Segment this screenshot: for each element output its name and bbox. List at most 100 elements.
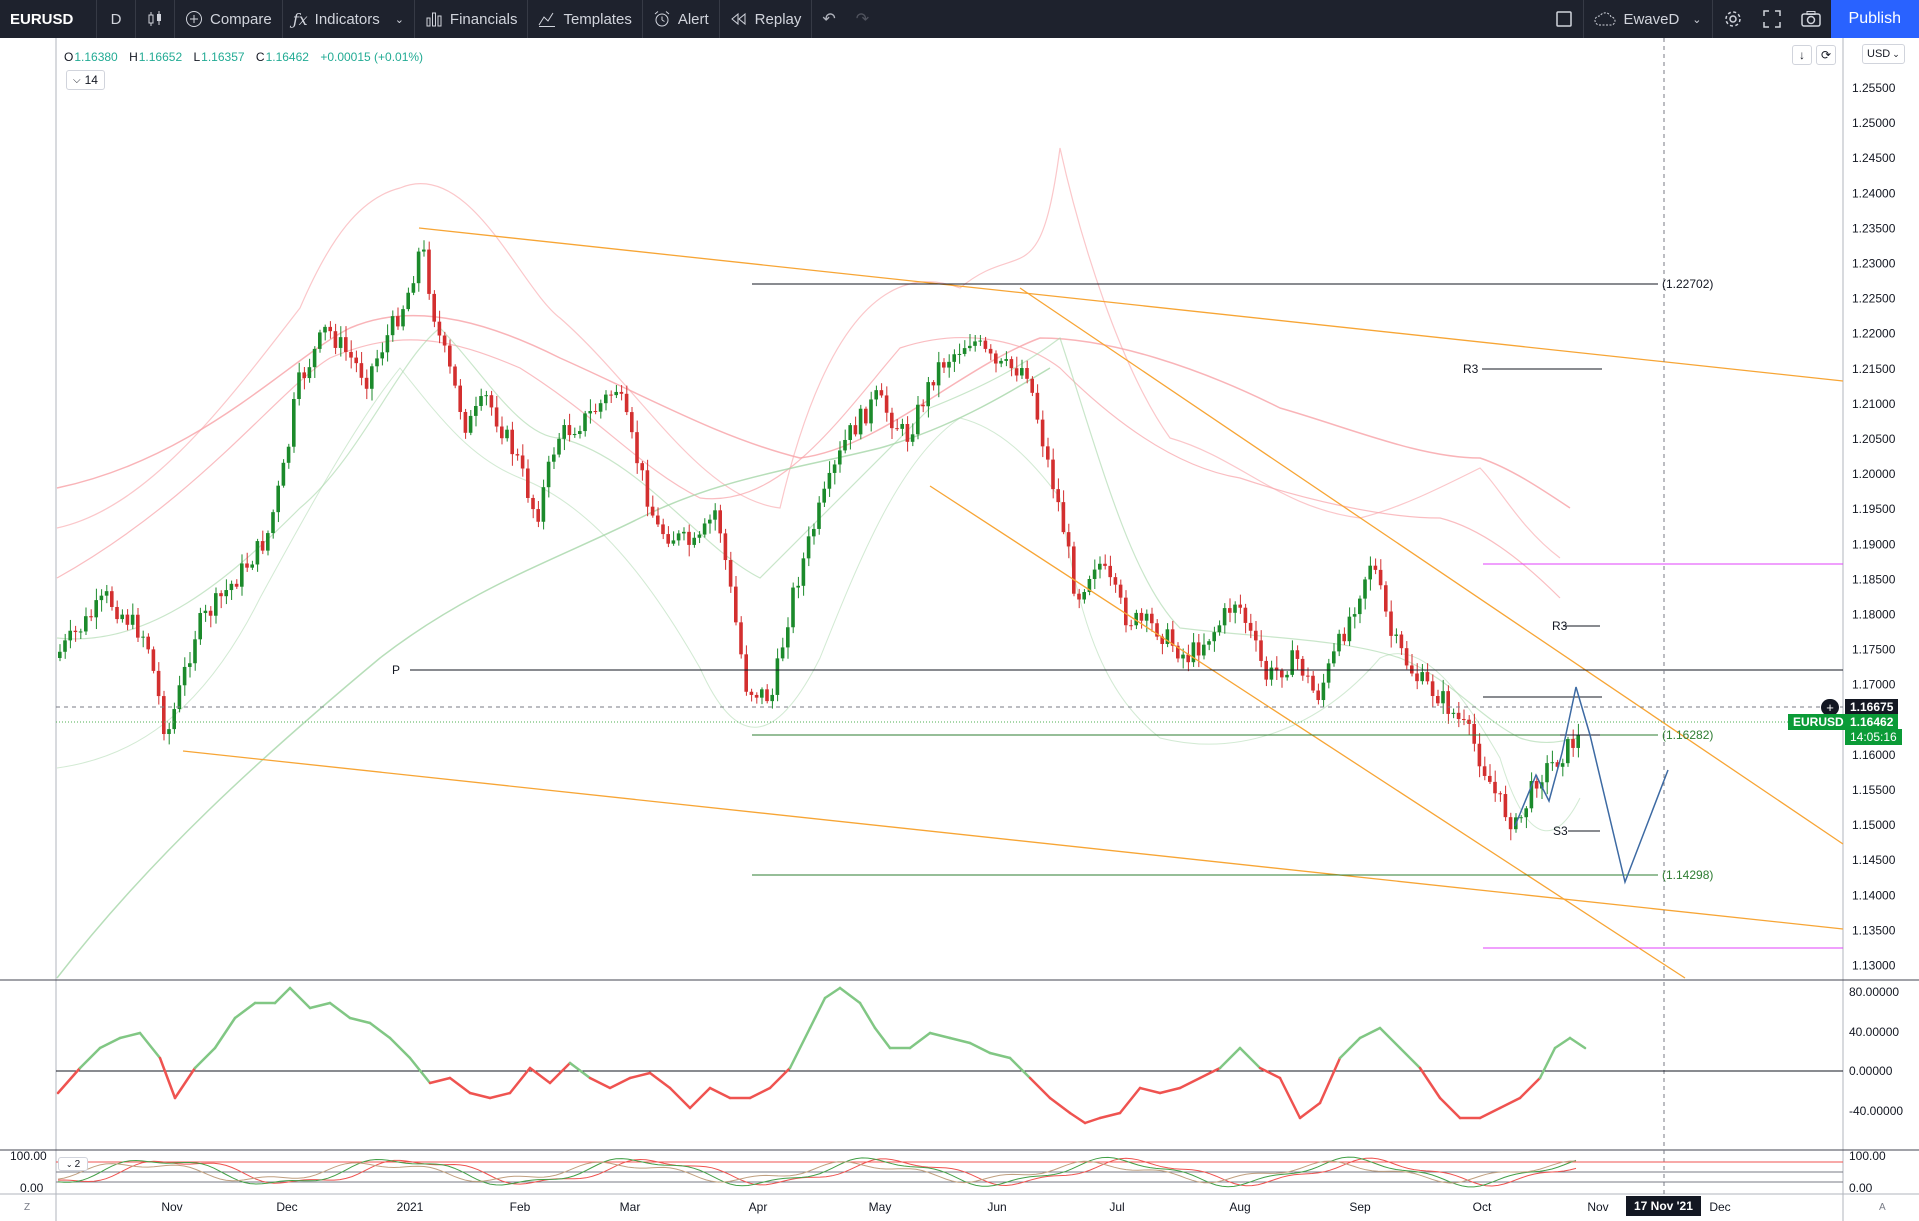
templates-label: Templates — [563, 10, 632, 28]
candle-body — [562, 425, 566, 439]
upper-channel-trendline[interactable] — [418, 227, 1844, 382]
osc1-segment — [78, 1046, 102, 1070]
corner-right-label[interactable]: A — [1879, 1202, 1886, 1213]
candle-body — [1202, 644, 1206, 656]
layout-name-button[interactable]: EwaveD ⌄ — [1584, 0, 1711, 38]
candle-body — [1144, 613, 1149, 621]
osc1-segment — [1048, 1096, 1072, 1115]
time-axis[interactable]: Nov Dec 2021 Feb Mar Apr May Jun Jul Aug Sep Oct Nov… — [161, 1200, 1730, 1214]
candle-body — [1087, 578, 1092, 593]
candle-body — [1113, 577, 1118, 585]
candle-body — [656, 515, 660, 525]
candle-body — [843, 439, 847, 451]
fullscreen-button[interactable] — [1753, 0, 1791, 38]
candle-body — [1285, 674, 1289, 678]
candle-body — [156, 670, 161, 697]
currency-label: USD — [1867, 48, 1891, 60]
chevron-down-icon: ⌄ — [1692, 13, 1702, 26]
osc1-tick-label: 40.00000 — [1849, 1025, 1899, 1039]
layout-select-button[interactable] — [1545, 0, 1583, 38]
price-tick-label: 1.23500 — [1852, 221, 1896, 235]
corner-left-label[interactable]: Z — [24, 1202, 31, 1213]
osc1-segment — [548, 1061, 572, 1085]
pane-2-toggle[interactable]: ⌄ 2 — [58, 1157, 88, 1171]
scroll-to-latest-button[interactable]: ↓ — [1792, 45, 1812, 65]
osc1-segment — [1568, 1036, 1587, 1050]
time-tick-label: Feb — [510, 1200, 531, 1214]
settings-button[interactable] — [1713, 0, 1753, 38]
oscillator-1-scale[interactable]: 80.00000 40.00000 0.00000 -40.00000 — [1849, 985, 1903, 1118]
refresh-icon: ⟳ — [1820, 48, 1832, 62]
publish-button[interactable]: Publish — [1830, 0, 1919, 38]
undo-button[interactable]: ↶ — [812, 0, 845, 38]
countdown-tag: 14:05:16 — [1845, 729, 1902, 745]
osc1-segment — [1518, 1076, 1542, 1100]
inner-lower-trendline[interactable] — [929, 485, 1686, 979]
candle-body — [739, 622, 743, 655]
osc1-segment — [138, 1031, 162, 1060]
candle-body — [448, 345, 452, 367]
candle-body — [1259, 640, 1263, 661]
candle-body — [1326, 663, 1331, 683]
candle-body — [390, 316, 395, 336]
candle-body — [1519, 817, 1523, 819]
price-tick-label: 1.17500 — [1852, 643, 1896, 657]
indicator-bands — [56, 147, 1581, 979]
osc1-segment — [158, 1056, 177, 1100]
candle-body — [728, 560, 733, 587]
chart-area[interactable]: (1.22702) (1.16282) (1.14298) P R3 R3 S3… — [0, 38, 1919, 1221]
candle-body — [1274, 667, 1279, 671]
r3-lower-label: R3 — [1552, 619, 1568, 633]
add-alert-button[interactable]: + — [1821, 699, 1839, 716]
candle-body — [1415, 673, 1419, 682]
currency-button[interactable]: USD ⌄ — [1862, 44, 1905, 64]
candle-body — [1072, 546, 1076, 594]
interval-button[interactable]: D — [110, 10, 122, 28]
candle-body — [1269, 667, 1274, 680]
candle-body — [1176, 645, 1180, 659]
candle-body — [442, 335, 447, 346]
chart-canvas[interactable]: (1.22702) (1.16282) (1.14298) P R3 R3 S3… — [0, 38, 1919, 1221]
candle-body — [858, 408, 863, 435]
candle-body — [1295, 650, 1300, 659]
candle-body — [1534, 781, 1539, 789]
candle-body — [874, 390, 878, 400]
price-scale[interactable]: 1.25500 1.25000 1.24500 1.24000 1.23500 1.230… — [1852, 81, 1896, 973]
candle-body — [94, 600, 98, 618]
candle-body — [1004, 359, 1008, 361]
candle-body — [276, 485, 280, 513]
inner-upper-trendline[interactable] — [1019, 287, 1844, 845]
candle-body — [661, 524, 665, 535]
compare-button[interactable]: Compare — [175, 0, 282, 38]
candle-body — [1150, 613, 1154, 624]
candle-body — [968, 345, 972, 349]
reset-scale-button[interactable]: ⟳ — [1816, 45, 1836, 65]
candle-body — [1337, 633, 1341, 652]
candle-body — [999, 360, 1003, 364]
templates-button[interactable]: Templates — [528, 0, 641, 38]
alert-button[interactable]: Alert — [643, 0, 719, 38]
candle-body — [292, 398, 296, 447]
candle-body — [1009, 359, 1014, 369]
oscillator-2-series — [56, 1156, 1843, 1188]
replay-button[interactable]: Replay — [720, 0, 812, 38]
chart-type-button[interactable] — [136, 0, 174, 38]
financials-button[interactable]: Financials — [415, 0, 528, 38]
snapshot-button[interactable] — [1791, 0, 1831, 38]
price-tick-label: 1.15000 — [1852, 818, 1896, 832]
candle-body — [1077, 593, 1081, 600]
financials-label: Financials — [449, 10, 518, 28]
price-tick-label: 1.21000 — [1852, 397, 1896, 411]
indicators-button[interactable]: ƒx Indicators ⌄ — [283, 0, 414, 38]
redo-button[interactable]: ↷ — [846, 0, 879, 38]
candle-body — [1014, 368, 1019, 376]
lower-channel-trendline[interactable] — [182, 750, 1844, 930]
divider — [1583, 0, 1585, 38]
symbol-search-button[interactable]: EURUSD — [10, 10, 74, 28]
projection-path[interactable] — [1514, 686, 1669, 885]
candle-body — [453, 366, 457, 386]
indicators-toggle-button[interactable]: ⌵ 14 — [66, 70, 105, 90]
candle-body — [1035, 392, 1040, 420]
osc1-segment — [1218, 1046, 1242, 1070]
osc1-segment — [288, 986, 312, 1010]
